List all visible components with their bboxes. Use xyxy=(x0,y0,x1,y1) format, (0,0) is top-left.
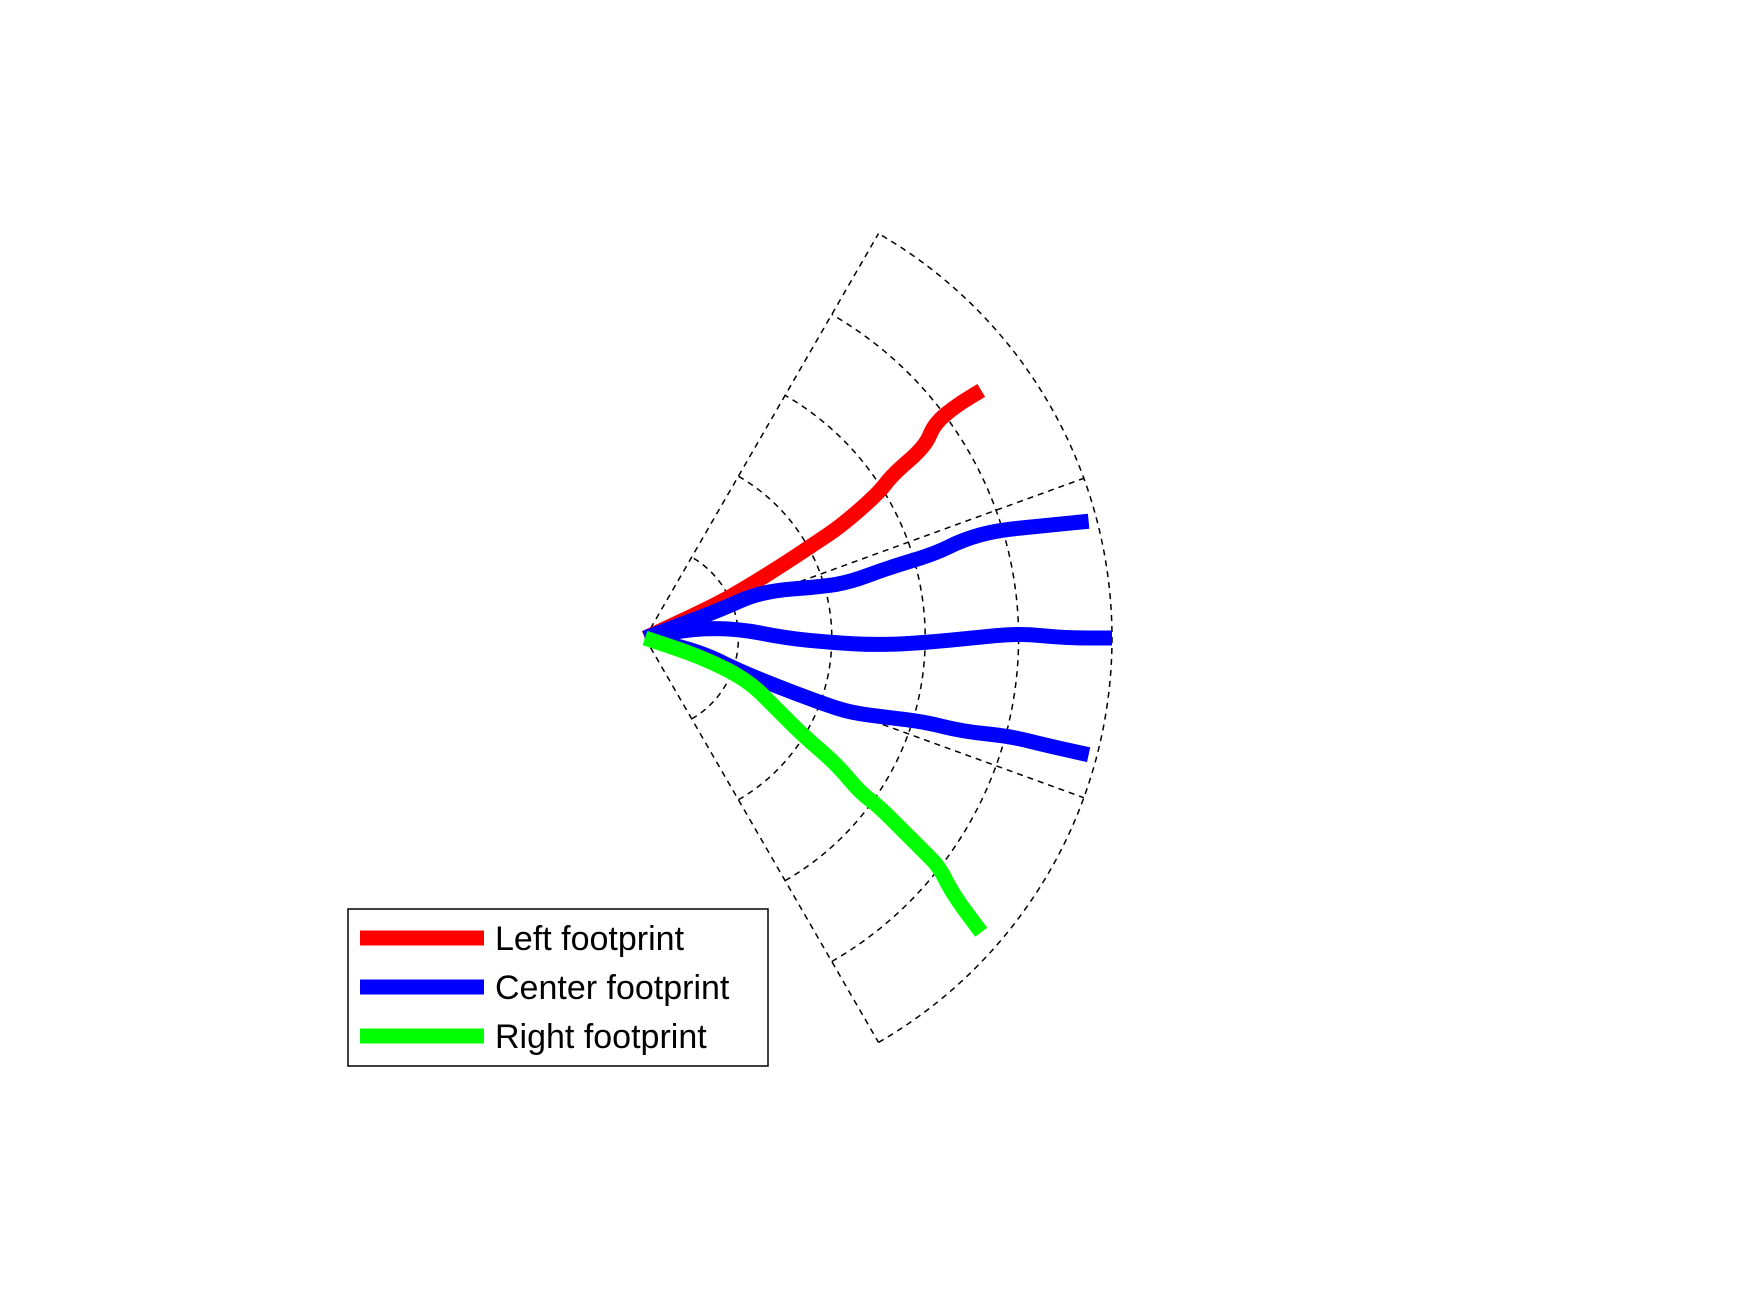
series-line-5 xyxy=(642,630,988,937)
legend-label-center: Center footprint xyxy=(495,969,730,1007)
series-line-1 xyxy=(641,384,986,645)
grid-radial-line-4 xyxy=(644,233,880,639)
footprint-series xyxy=(641,384,1112,937)
grid-ring-2 xyxy=(738,475,833,801)
series-line-2 xyxy=(642,513,1090,646)
grid-ring-4 xyxy=(831,313,1020,963)
series-line-3 xyxy=(643,621,1112,652)
legend-label-right: Right footprint xyxy=(495,1018,707,1056)
legend: Left footprint Center footprint Right fo… xyxy=(347,908,769,1067)
grid-ring-1 xyxy=(691,556,740,720)
grid-ring-3 xyxy=(784,394,926,882)
legend-label-left: Left footprint xyxy=(495,920,685,958)
grid-radial-line-1 xyxy=(644,637,880,1043)
